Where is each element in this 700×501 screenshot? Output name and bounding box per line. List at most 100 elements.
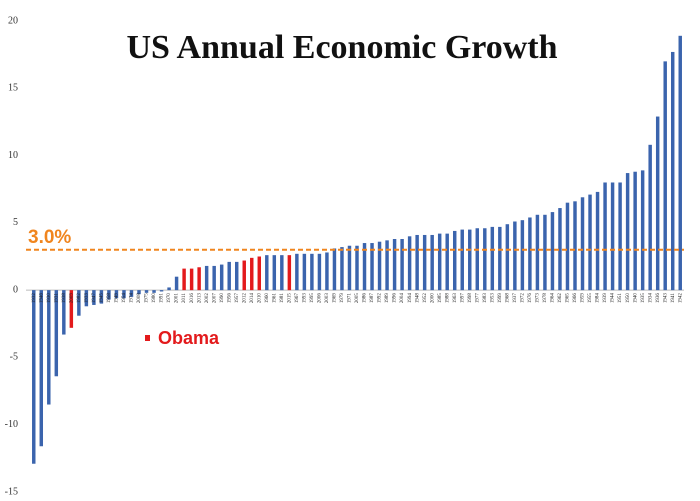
x-tick-label: 1981	[280, 293, 285, 304]
x-tick-label: 1960	[265, 293, 270, 304]
bar	[385, 240, 389, 291]
x-tick-label: 1937	[513, 293, 518, 304]
bar	[167, 287, 171, 291]
x-tick-label: 1950	[626, 293, 631, 304]
x-tick-label: 1963	[453, 293, 458, 304]
bar	[159, 290, 164, 292]
bar	[280, 255, 284, 291]
x-tick-label: 1968	[505, 293, 510, 304]
bar	[265, 255, 269, 291]
bar	[62, 290, 66, 335]
bar	[610, 182, 615, 291]
bar	[603, 182, 607, 291]
x-tick-label: 1947	[92, 293, 97, 304]
x-tick-label: 1940	[633, 293, 638, 304]
x-tick-label: 1935	[641, 293, 646, 304]
reference-label: 3.0%	[28, 227, 71, 248]
x-tick-label: 1930	[47, 293, 52, 304]
bar	[332, 248, 337, 291]
x-tick-label: 1942	[678, 293, 683, 304]
bar	[152, 290, 156, 293]
bar	[107, 290, 111, 300]
y-tick-label: -5	[10, 352, 18, 363]
x-tick-label: 1951	[618, 293, 623, 304]
y-tick-label: 5	[13, 217, 18, 228]
bar	[92, 290, 96, 305]
bar	[498, 226, 502, 291]
x-tick-label: 1959	[581, 293, 586, 304]
x-tick-label: 1985	[438, 293, 443, 304]
x-tick-label: 1966	[573, 293, 578, 304]
x-tick-label: 2012	[242, 293, 247, 304]
x-tick-label: 1975	[145, 293, 150, 304]
bar	[114, 290, 119, 299]
legend-label: Obama	[158, 328, 220, 348]
x-tick-label: 1946	[39, 293, 44, 304]
bar	[437, 233, 442, 291]
x-tick-label: 1954	[122, 293, 127, 304]
y-tick-label: 20	[8, 15, 18, 26]
bar	[445, 233, 449, 291]
bar	[625, 173, 630, 291]
bar	[234, 261, 239, 291]
bar	[47, 290, 51, 405]
bar	[99, 290, 104, 304]
x-tick-label: 1934	[648, 293, 653, 304]
x-tick-label: 1974	[130, 293, 135, 304]
x-tick-label: 1955	[588, 293, 593, 304]
x-tick-label: 1987	[370, 293, 375, 304]
bar	[39, 290, 44, 447]
x-tick-label: 1938	[62, 293, 67, 304]
bar	[460, 229, 464, 291]
legend-swatch	[145, 335, 150, 341]
x-tick-label: 1995	[310, 293, 315, 304]
x-tick-label: 1978	[543, 293, 548, 304]
x-tick-label: 1941	[671, 293, 676, 304]
x-tick-label: 1969	[333, 293, 338, 304]
bar	[325, 252, 329, 291]
x-tick-label: 1994	[408, 293, 413, 304]
x-tick-label: 1939	[603, 293, 608, 304]
bar	[475, 228, 480, 291]
x-tick-label: 1984	[596, 293, 601, 304]
x-tick-label: 1992	[378, 293, 383, 304]
chart-title: US Annual Economic Growth	[126, 29, 557, 66]
x-tick-label: 1999	[498, 293, 503, 304]
bar	[122, 290, 126, 299]
x-tick-label: 1982	[77, 293, 82, 304]
bar	[69, 290, 74, 328]
bar	[370, 243, 374, 291]
x-tick-label: 1952	[423, 293, 428, 304]
x-tick-label: 1958	[107, 293, 112, 304]
x-tick-label: 2005	[355, 293, 360, 304]
bar	[84, 290, 89, 307]
bar	[287, 255, 292, 291]
bar	[535, 214, 540, 291]
x-tick-label: 1945	[100, 293, 105, 304]
bar	[362, 243, 367, 291]
x-tick-label: 1953	[490, 293, 495, 304]
bar	[483, 228, 487, 291]
x-tick-label: 1973	[536, 293, 541, 304]
x-tick-label: 1931	[54, 293, 59, 304]
bar	[490, 226, 495, 291]
bar	[257, 256, 262, 291]
x-tick-label: 2013	[197, 293, 202, 304]
bar	[272, 255, 277, 291]
y-tick-label: 0	[13, 284, 18, 295]
bar	[505, 224, 510, 291]
x-tick-label: 1976	[528, 293, 533, 304]
x-tick-label: 1993	[303, 293, 308, 304]
x-tick-label: 2016	[190, 293, 195, 304]
bar	[550, 212, 555, 291]
bar	[520, 220, 525, 291]
bar	[189, 268, 194, 291]
bar	[32, 290, 36, 464]
bar	[302, 253, 307, 291]
bar	[340, 247, 344, 291]
x-tick-label: 1964	[551, 293, 556, 304]
x-tick-label: 2007	[212, 293, 217, 304]
x-tick-label: 1980	[152, 293, 157, 304]
bar	[77, 290, 81, 316]
